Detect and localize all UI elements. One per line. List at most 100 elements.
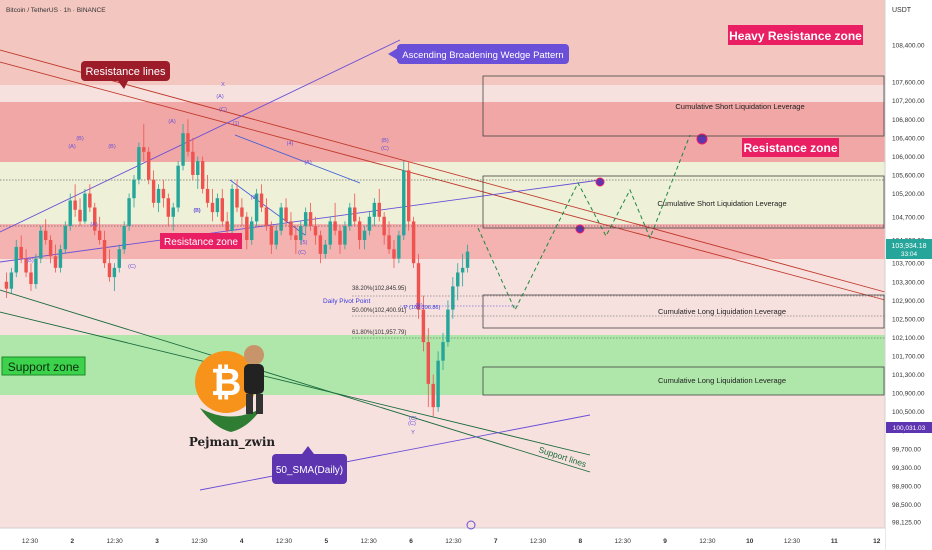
avatar-body-icon bbox=[244, 364, 264, 394]
price-tick-label: 100,900.00 bbox=[892, 391, 925, 398]
wave-label: (C) bbox=[298, 250, 306, 256]
wave-label: (A) bbox=[216, 94, 224, 100]
sma-price-tag: 100,031.03 bbox=[886, 422, 932, 433]
candle-body bbox=[397, 235, 401, 259]
wedge-upper-line bbox=[0, 39, 401, 233]
candle-body bbox=[112, 267, 117, 278]
price-tick-label: 98,500.00 bbox=[892, 502, 921, 509]
wave-label: (B) bbox=[193, 208, 201, 214]
wave-label: (B) bbox=[26, 258, 34, 264]
candle-body bbox=[328, 221, 332, 245]
price-tick-label: 99,700.00 bbox=[892, 446, 921, 453]
support-line-2 bbox=[0, 311, 591, 456]
candle-body bbox=[176, 165, 180, 208]
candle-body bbox=[78, 209, 82, 222]
candle-body bbox=[264, 207, 269, 227]
wave-label: (1) bbox=[233, 121, 240, 127]
wedge-text: Ascending Broadening Wedge Pattern bbox=[402, 50, 563, 61]
candle-body bbox=[97, 230, 102, 240]
time-axis-background bbox=[0, 528, 885, 550]
price-tick-label: 107,600.00 bbox=[892, 80, 925, 87]
candle-body bbox=[299, 226, 303, 240]
resistance-lines-text: Resistance lines bbox=[85, 66, 166, 78]
wave-label: (C) bbox=[408, 421, 416, 427]
candle-body bbox=[318, 235, 323, 254]
wave-label: (A) bbox=[304, 160, 312, 166]
time-tick-label: 12:30 bbox=[191, 538, 208, 545]
candle-body bbox=[289, 221, 293, 236]
candle-body bbox=[166, 198, 171, 217]
daily-pivot-text: Daily Pivot Point bbox=[323, 298, 371, 305]
candle-body bbox=[156, 188, 161, 203]
candle-body bbox=[421, 309, 426, 343]
candle-body bbox=[58, 249, 63, 268]
fib-382-text: 38.20%(102,845.95) bbox=[352, 286, 406, 292]
candle-body bbox=[402, 170, 406, 236]
price-tick-label: 105,200.00 bbox=[892, 191, 925, 198]
price-tick-label: 100,500.00 bbox=[892, 409, 925, 416]
long-liq-text-1: Cumulative Long Liquidation Leverage bbox=[658, 307, 786, 316]
support-line-1 bbox=[0, 289, 591, 473]
time-tick-label: 12:30 bbox=[107, 538, 124, 545]
candle-body bbox=[362, 230, 367, 240]
candle-body bbox=[367, 216, 372, 231]
candle-body bbox=[142, 147, 146, 152]
candle-body bbox=[456, 272, 460, 287]
time-ticks: 12:30 2 12:30 3 12:30 4 12:30 5 12:30 6 12:30 7 12:3… bbox=[22, 538, 881, 545]
candle-body bbox=[220, 198, 225, 222]
candle-body bbox=[382, 216, 386, 236]
wave-label: (3) bbox=[251, 195, 258, 201]
price-tick-label: 98,125.00 bbox=[892, 520, 921, 527]
countdown-text: 33:04 bbox=[901, 251, 918, 258]
bitcoin-glyph: ₿ bbox=[211, 362, 242, 404]
candle-body bbox=[333, 221, 337, 231]
candle-body bbox=[122, 226, 126, 250]
price-tick-label: 106,400.00 bbox=[892, 135, 925, 142]
wave-label: (4) bbox=[287, 141, 294, 147]
candles-group bbox=[4, 119, 470, 417]
fib-p-text: P (102,396.86) bbox=[404, 305, 440, 311]
candle-body bbox=[132, 179, 136, 199]
candle-body bbox=[210, 202, 215, 213]
candle-body bbox=[235, 188, 239, 208]
resistance-zone-right-text: Resistance zone bbox=[743, 141, 837, 155]
wave-label: (2) bbox=[194, 208, 201, 214]
candle-body bbox=[441, 342, 445, 361]
resistance-zone-left-label: Resistance zone bbox=[160, 233, 242, 249]
price-tick-label: 99,300.00 bbox=[892, 465, 921, 472]
candle-body bbox=[48, 239, 53, 257]
wedge-label: Ascending Broadening Wedge Pattern bbox=[388, 44, 569, 64]
heavy-resistance-label: Heavy Resistance zone bbox=[728, 25, 863, 45]
price-tick-label: 98,900.00 bbox=[892, 484, 921, 491]
candle-body bbox=[39, 230, 43, 259]
time-tick-label: 12:30 bbox=[445, 538, 462, 545]
candle-body bbox=[284, 207, 288, 222]
events-icon[interactable] bbox=[466, 520, 476, 530]
candle-body bbox=[426, 342, 431, 384]
candle-body bbox=[377, 202, 381, 217]
candle-body bbox=[245, 216, 249, 240]
price-tick-label: 102,900.00 bbox=[892, 298, 925, 305]
time-tick-label: 12:30 bbox=[699, 538, 716, 545]
time-tick-label: 12:30 bbox=[276, 538, 293, 545]
candle-body bbox=[313, 226, 318, 236]
resistance-lines-label: Resistance lines bbox=[81, 61, 170, 89]
price-ticks: 108,400.00 107,600.00 107,200.00 106,800.00… bbox=[892, 43, 925, 527]
currency-label[interactable]: USDT bbox=[892, 7, 912, 14]
candle-body bbox=[446, 309, 450, 343]
price-tick-label: 104,700.00 bbox=[892, 214, 925, 221]
avatar-head-icon bbox=[244, 345, 264, 365]
time-tick-label: 12 bbox=[873, 538, 881, 545]
long-liq-box-1 bbox=[482, 294, 885, 329]
candle-body bbox=[191, 151, 195, 175]
candle-body bbox=[9, 272, 14, 289]
fib-50-text: 50.00%(102,400.91) bbox=[352, 308, 406, 314]
candle-body bbox=[294, 235, 298, 240]
candle-body bbox=[269, 226, 274, 245]
candle-body bbox=[88, 193, 92, 208]
symbol-header: Bitcoin / TetherUS · 1h · BINANCE bbox=[6, 7, 106, 14]
candle-body bbox=[323, 244, 328, 254]
candle-body bbox=[392, 249, 396, 259]
forecast-target-icon bbox=[575, 224, 585, 234]
